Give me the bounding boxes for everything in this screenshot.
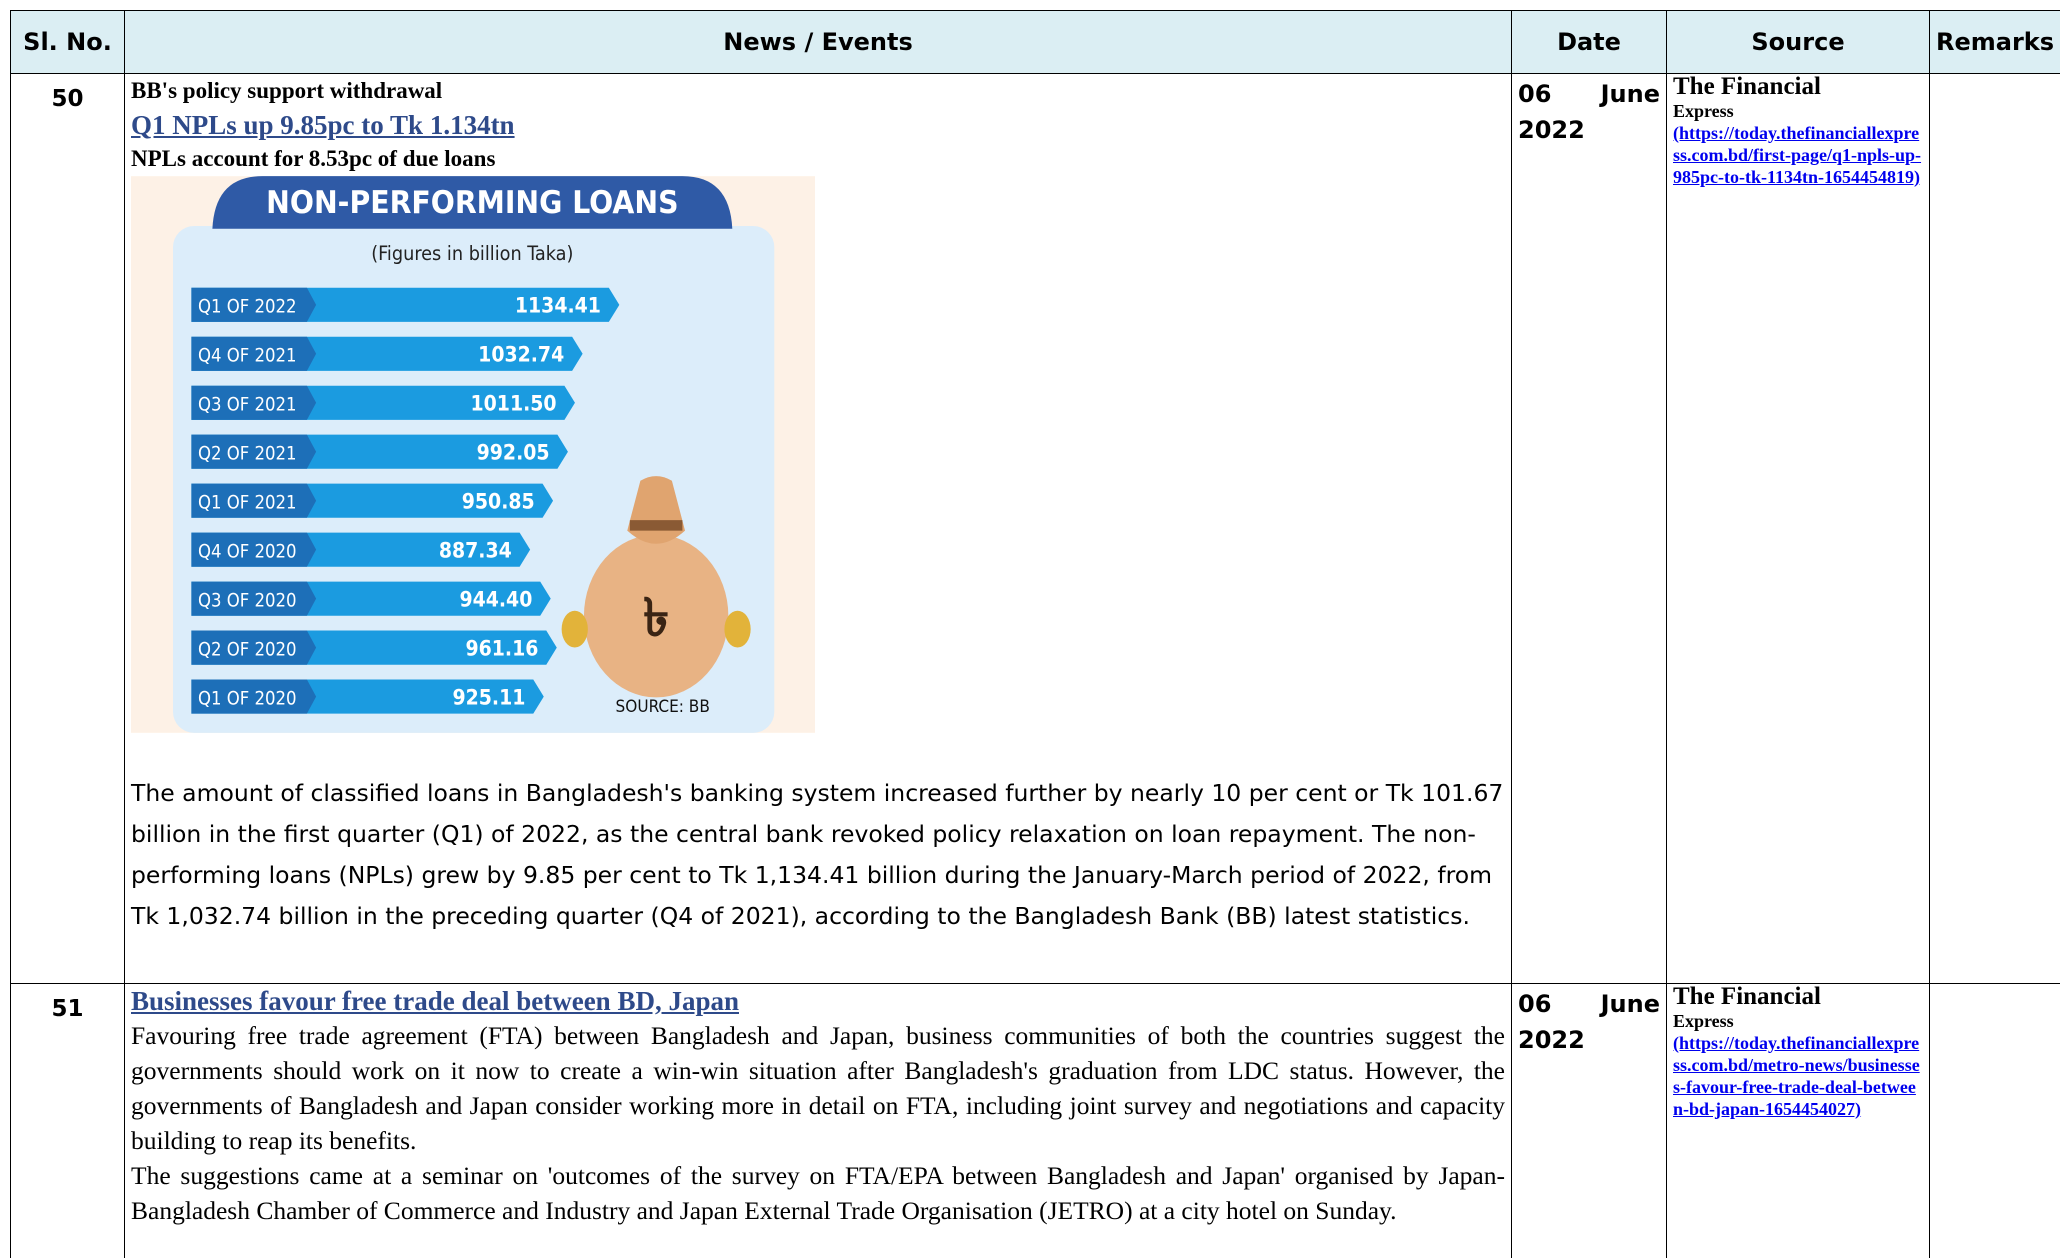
header-cell: Source — [1667, 11, 1930, 74]
source-link[interactable]: (https://today.thefinanciallexpress.com.… — [1673, 122, 1923, 188]
infographic-subtitle: (Figures in billion Taka) — [371, 242, 573, 265]
svg-text:৳: ৳ — [643, 588, 669, 649]
headline-link[interactable]: Q1 NPLs up 9.85pc to Tk 1.134tn — [131, 108, 1505, 142]
page: Sl. No. News / Events Date Source Remark… — [0, 0, 2060, 1258]
source-link[interactable]: (https://today.thefinanciallexpress.com.… — [1673, 1032, 1923, 1120]
paragraph: Favouring free trade agreement (FTA) bet… — [131, 1018, 1505, 1158]
value-label: 950.85 — [462, 490, 535, 514]
serial: 51 — [11, 984, 125, 1258]
quarter-label: Q3 OF 2020 — [198, 591, 297, 612]
remarks — [1930, 74, 2060, 984]
value-label: 1011.50 — [471, 392, 557, 416]
quarter-label: Q4 OF 2020 — [198, 542, 297, 563]
date: 06 June 2022 — [1512, 74, 1667, 984]
subhead: NPLs account for 8.53pc of due loans — [131, 142, 1505, 176]
header-cell: Remarks — [1930, 11, 2060, 74]
source-cell: The Financial Express (https://today.the… — [1667, 984, 1930, 1258]
quarter-label: Q1 OF 2021 — [198, 493, 297, 514]
value-label: 944.40 — [459, 588, 532, 612]
row: 51 Businesses favour free trade deal bet… — [11, 984, 2060, 1258]
value-label: 925.11 — [452, 685, 525, 709]
news-cell: BB's policy support withdrawal Q1 NPLs u… — [125, 74, 1512, 984]
infographic-title: NON-PERFORMING LOANS — [266, 185, 678, 221]
infographic-source: SOURCE: BB — [616, 697, 710, 717]
quarter-label: Q2 OF 2021 — [198, 444, 297, 465]
value-label: 1134.41 — [515, 294, 601, 318]
quarter-label: Q1 OF 2020 — [198, 688, 297, 709]
source-cell: The Financial Express (https://today.the… — [1667, 74, 1930, 984]
source-name: The Financial — [1673, 984, 1923, 1010]
header-row: Sl. No. News / Events Date Source Remark… — [11, 11, 2060, 74]
headline-link[interactable]: Businesses favour free trade deal betwee… — [131, 984, 1505, 1018]
news-table: Sl. No. News / Events Date Source Remark… — [10, 10, 2060, 1258]
quarter-label: Q3 OF 2021 — [198, 395, 297, 416]
paragraph: The suggestions came at a seminar on 'ou… — [131, 1158, 1505, 1228]
date: 06 June 2022 — [1512, 984, 1667, 1258]
source-name: Express — [1673, 1010, 1923, 1032]
infographic: NON-PERFORMING LOANS (Figures in billion… — [131, 176, 815, 733]
paragraph: The amount of classified loans in Bangla… — [131, 773, 1505, 937]
header-cell: Sl. No. — [11, 11, 125, 74]
serial: 50 — [11, 74, 125, 984]
row: 50 BB's policy support withdrawal Q1 NPL… — [11, 74, 2060, 984]
quarter-label: Q2 OF 2020 — [198, 639, 297, 660]
remarks — [1930, 984, 2060, 1258]
value-label: 992.05 — [477, 441, 550, 465]
source-name: The Financial — [1673, 74, 1923, 100]
header-cell: News / Events — [125, 11, 1512, 74]
value-label: 887.34 — [439, 539, 512, 563]
quarter-label: Q4 OF 2021 — [198, 346, 297, 367]
value-label: 961.16 — [465, 636, 538, 660]
header-cell: Date — [1512, 11, 1667, 74]
quarter-label: Q1 OF 2022 — [198, 297, 297, 318]
news-cell: Businesses favour free trade deal betwee… — [125, 984, 1512, 1258]
source-name: Express — [1673, 100, 1923, 122]
value-label: 1032.74 — [478, 343, 564, 367]
kicker: BB's policy support withdrawal — [131, 74, 1505, 108]
